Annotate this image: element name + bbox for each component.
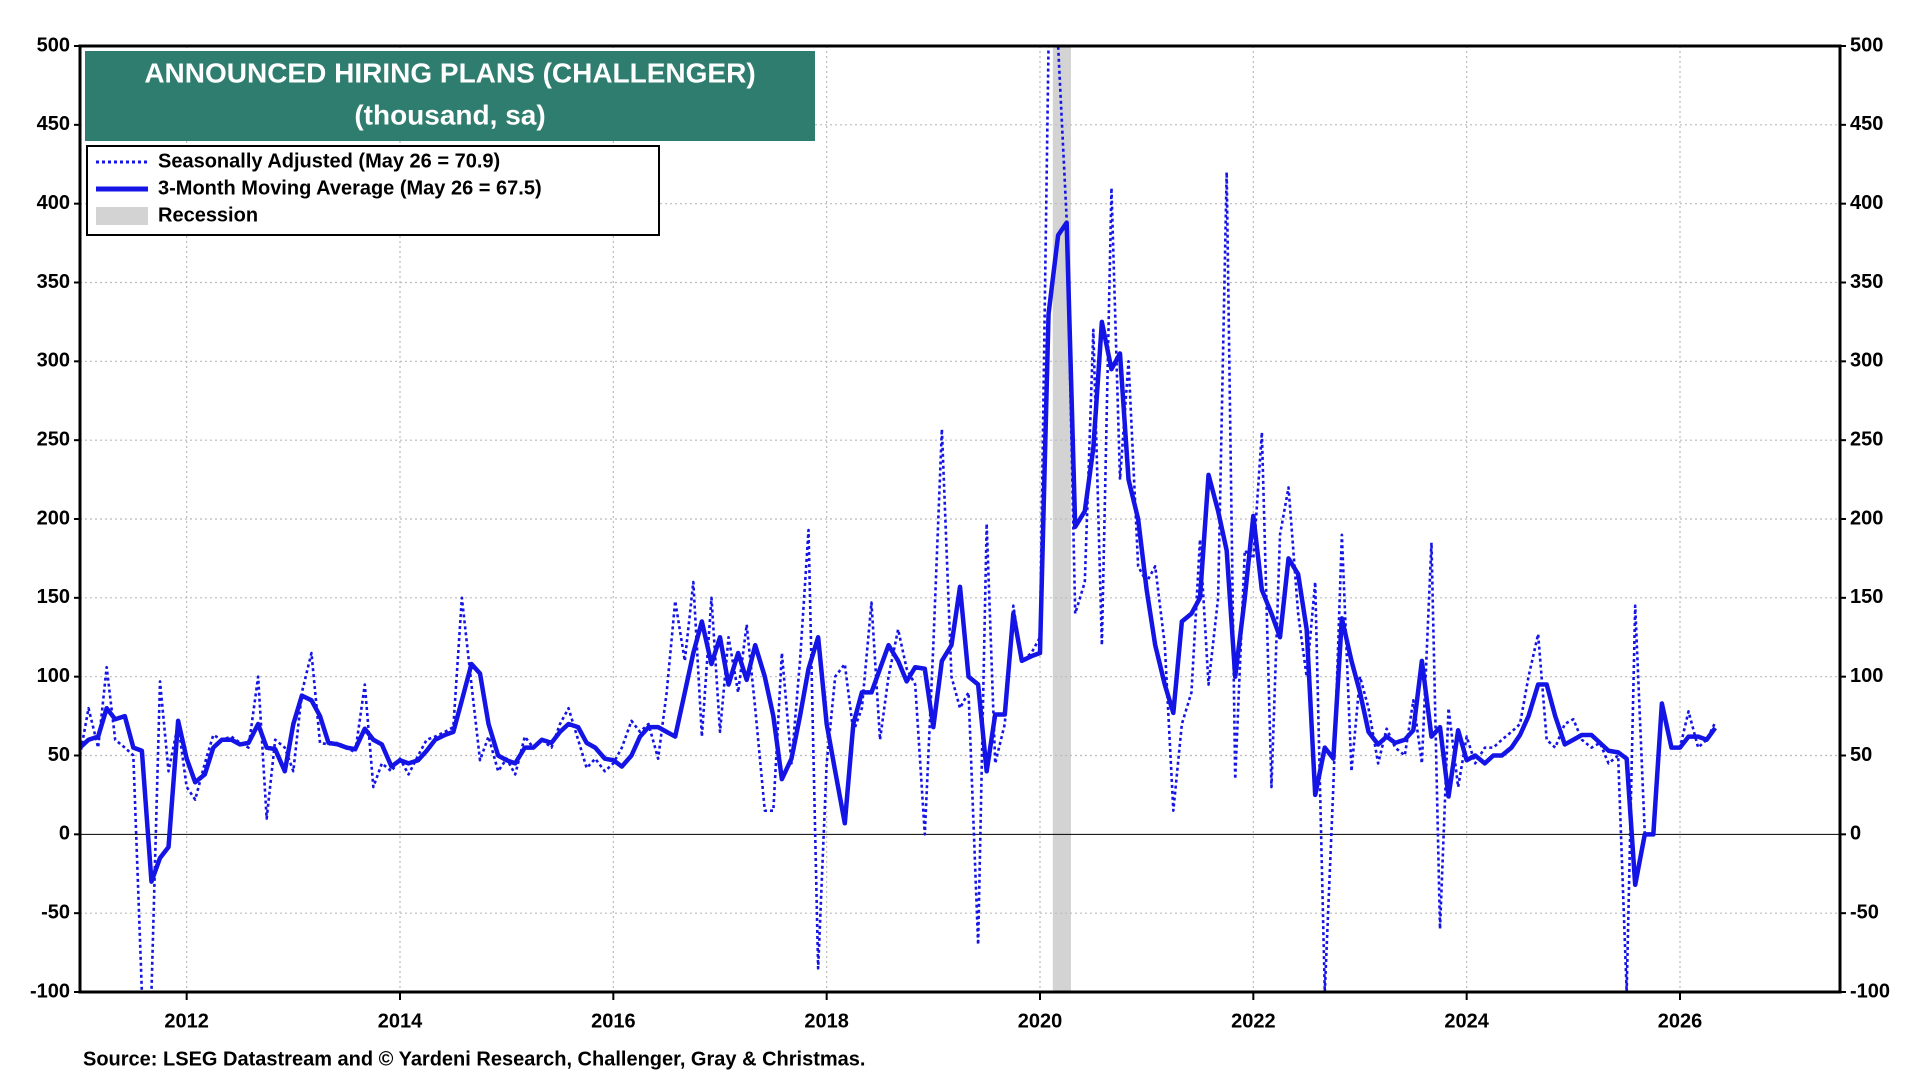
legend-label: Seasonally Adjusted (May 26 = 70.9) — [158, 150, 500, 172]
y2-tick-label: 450 — [1850, 113, 1883, 135]
ma-line — [80, 220, 1718, 888]
legend-label: 3-Month Moving Average (May 26 = 67.5) — [158, 177, 542, 199]
x-tick-label: 2024 — [1444, 1010, 1489, 1032]
legend-swatch — [96, 207, 148, 225]
y-tick-label: 300 — [37, 350, 70, 372]
y2-tick-label: 250 — [1850, 428, 1883, 450]
y2-tick-label: 300 — [1850, 350, 1883, 372]
y-tick-label: -50 — [41, 901, 70, 923]
x-tick-label: 2016 — [591, 1010, 636, 1032]
y-tick-label: 500 — [37, 34, 70, 56]
y2-tick-label: 50 — [1850, 744, 1872, 766]
legend-label: Recession — [158, 204, 258, 226]
y2-tick-label: -100 — [1850, 980, 1890, 1002]
chart-title: ANNOUNCED HIRING PLANS (CHALLENGER) — [144, 57, 755, 88]
y2-tick-label: 200 — [1850, 507, 1883, 529]
x-tick-label: 2022 — [1231, 1010, 1276, 1032]
y2-tick-label: 400 — [1850, 192, 1883, 214]
y2-tick-label: 350 — [1850, 271, 1883, 293]
x-tick-label: 2026 — [1658, 1010, 1703, 1032]
y-tick-label: 400 — [37, 192, 70, 214]
y-tick-label: 250 — [37, 428, 70, 450]
source-note: Source: LSEG Datastream and © Yardeni Re… — [83, 1048, 865, 1070]
chart-subtitle: (thousand, sa) — [354, 99, 545, 130]
x-tick-label: 2012 — [164, 1010, 209, 1032]
y2-tick-label: 500 — [1850, 34, 1883, 56]
y2-tick-label: 100 — [1850, 665, 1883, 687]
legend: Seasonally Adjusted (May 26 = 70.9) 3-Mon… — [86, 145, 660, 236]
y-tick-label: 150 — [37, 586, 70, 608]
legend-box — [86, 145, 660, 236]
y-tick-label: -100 — [30, 980, 70, 1002]
y-tick-label: 450 — [37, 113, 70, 135]
y2-tick-label: 0 — [1850, 823, 1861, 845]
y-tick-label: 50 — [48, 744, 70, 766]
x-tick-label: 2014 — [378, 1010, 423, 1032]
y2-tick-label: 150 — [1850, 586, 1883, 608]
y-tick-label: 350 — [37, 271, 70, 293]
y-tick-label: 0 — [59, 823, 70, 845]
x-tick-label: 2018 — [804, 1010, 849, 1032]
title-box — [85, 51, 815, 141]
y2-tick-label: -50 — [1850, 901, 1879, 923]
plot-lines — [80, 46, 1718, 992]
y-tick-label: 100 — [37, 665, 70, 687]
x-tick-label: 2020 — [1018, 1010, 1063, 1032]
y-tick-label: 200 — [37, 507, 70, 529]
